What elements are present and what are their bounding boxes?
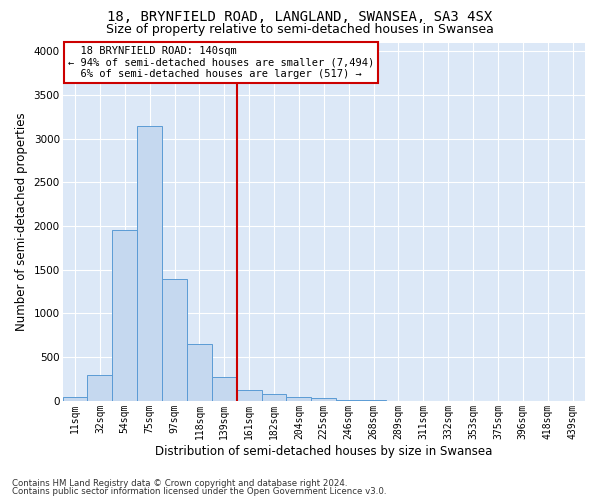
Bar [212, 377, 237, 401]
X-axis label: Distribution of semi-detached houses by size in Swansea: Distribution of semi-detached houses by … [155, 444, 493, 458]
Bar [286, 396, 311, 401]
Bar [336, 400, 361, 401]
Bar [262, 394, 286, 401]
Bar [311, 398, 336, 401]
Bar [137, 126, 162, 401]
Bar [112, 230, 137, 401]
Bar [361, 400, 386, 401]
Text: 18, BRYNFIELD ROAD, LANGLAND, SWANSEA, SA3 4SX: 18, BRYNFIELD ROAD, LANGLAND, SWANSEA, S… [107, 10, 493, 24]
Bar [162, 278, 187, 401]
Text: Size of property relative to semi-detached houses in Swansea: Size of property relative to semi-detach… [106, 22, 494, 36]
Text: 18 BRYNFIELD ROAD: 140sqm
← 94% of semi-detached houses are smaller (7,494)
  6%: 18 BRYNFIELD ROAD: 140sqm ← 94% of semi-… [68, 46, 374, 80]
Y-axis label: Number of semi-detached properties: Number of semi-detached properties [15, 112, 28, 331]
Bar [88, 374, 112, 401]
Bar [237, 390, 262, 401]
Bar [187, 344, 212, 401]
Text: Contains public sector information licensed under the Open Government Licence v3: Contains public sector information licen… [12, 487, 386, 496]
Text: Contains HM Land Registry data © Crown copyright and database right 2024.: Contains HM Land Registry data © Crown c… [12, 478, 347, 488]
Bar [62, 396, 88, 401]
